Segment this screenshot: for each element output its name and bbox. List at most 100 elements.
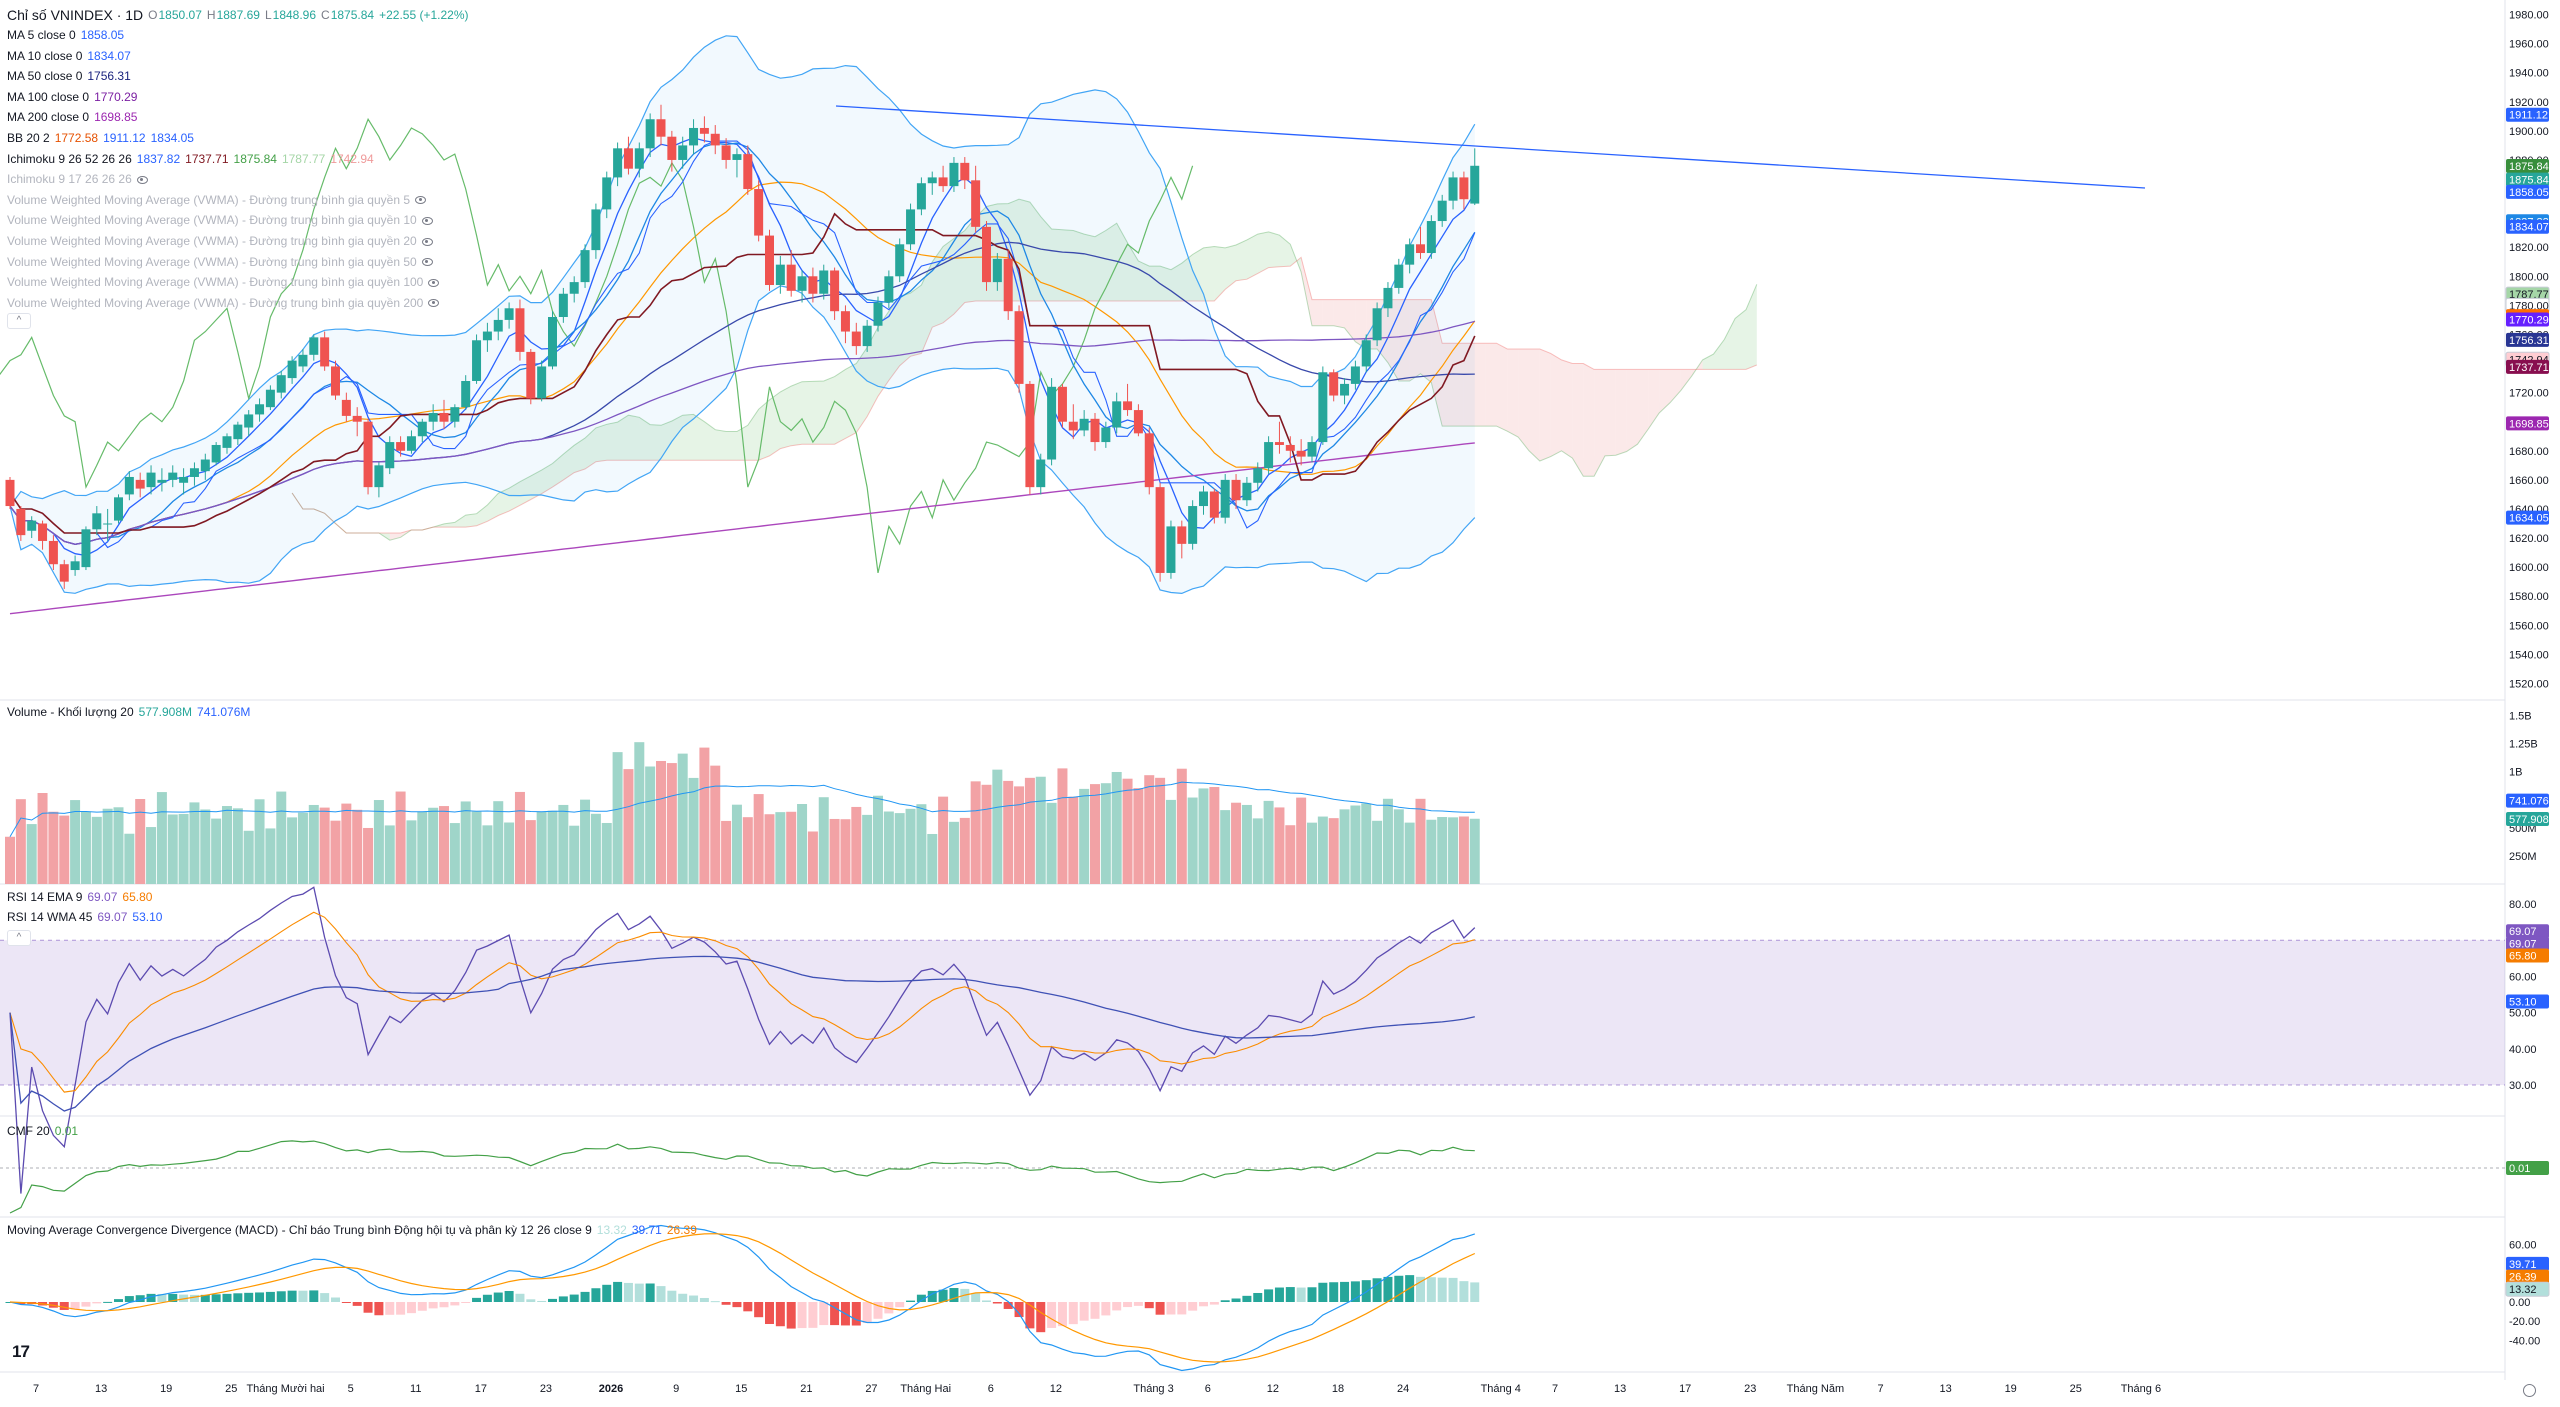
- macd-value-signal: 26.39: [666, 1223, 697, 1237]
- volume-bar: [590, 813, 601, 884]
- candle-body: [960, 162, 970, 181]
- price-tick-label: 1900.00: [2509, 126, 2549, 138]
- volume-bar: [189, 802, 200, 884]
- candle-body: [678, 145, 688, 160]
- legend-row[interactable]: Volume Weighted Moving Average (VWMA) - …: [7, 296, 440, 311]
- ichimoku-cloud-segment: [1550, 353, 1562, 457]
- candle-body: [916, 183, 926, 210]
- legend-row[interactable]: Volume Weighted Moving Average (VWMA) - …: [7, 213, 433, 228]
- ichimoku-cloud-segment: [1507, 349, 1519, 437]
- macd-badge: [2505, 1281, 2550, 1297]
- volume-bar: [449, 823, 460, 884]
- macd-histogram-bar: [1264, 1289, 1274, 1302]
- eye-hidden-icon[interactable]: [136, 175, 148, 184]
- ichimoku-cloud-segment: [693, 414, 705, 461]
- candle-body: [710, 133, 720, 146]
- tradingview-logo[interactable]: 17: [12, 1342, 30, 1361]
- volume-legend: Volume - Khối lượng 20 577.908M 741.076M: [7, 705, 250, 720]
- volume-legend-value-1: 577.908M: [138, 705, 193, 719]
- legend-row[interactable]: Volume Weighted Moving Average (VWMA) - …: [7, 234, 433, 249]
- ichimoku-cloud-segment: [378, 533, 390, 541]
- candle-body: [1459, 177, 1469, 200]
- macd-histogram-bar: [971, 1293, 981, 1302]
- candle-body: [732, 154, 742, 160]
- legend-row[interactable]: MA 10 close 0 1834.07: [7, 49, 131, 64]
- macd-histogram-bar: [114, 1299, 123, 1302]
- price-badge-text: 1875.84: [2509, 161, 2549, 173]
- ichimoku-cloud-segment: [1149, 266, 1161, 301]
- legend-row[interactable]: BB 20 2 1772.58 1911.12 1834.05: [7, 131, 194, 146]
- macd-histogram-bar: [406, 1302, 416, 1314]
- eye-hidden-icon[interactable]: [421, 237, 433, 246]
- macd-histogram-bar: [667, 1290, 677, 1302]
- candle-body: [396, 442, 406, 451]
- eye-hidden-icon[interactable]: [415, 196, 427, 205]
- macd-histogram-bar: [992, 1302, 1002, 1304]
- ichimoku-cloud-segment: [1355, 299, 1367, 349]
- ichimoku-cloud-segment: [1409, 299, 1421, 381]
- candle-body: [1437, 200, 1447, 222]
- candle-body: [927, 177, 937, 184]
- clock-icon[interactable]: [2523, 1384, 2536, 1397]
- volume-tick-label: 1.5B: [2509, 710, 2532, 722]
- legend-row[interactable]: Volume Weighted Moving Average (VWMA) - …: [7, 193, 427, 208]
- rsi-badge: [2506, 994, 2549, 1009]
- legend-row[interactable]: Ichimoku 9 26 52 26 26 1837.82 1737.71 1875…: [7, 152, 374, 167]
- volume-bar: [200, 809, 211, 884]
- candle-body: [222, 436, 232, 448]
- macd-histogram-bar: [189, 1294, 199, 1302]
- legend-row[interactable]: Volume Weighted Moving Average (VWMA) - …: [7, 275, 440, 290]
- time-axis-label: 24: [1397, 1383, 1409, 1395]
- volume-bar: [1328, 818, 1339, 884]
- candle-body: [1047, 386, 1057, 460]
- ichimoku-cloud-segment: [1746, 284, 1757, 370]
- legend-row[interactable]: Ichimoku 9 17 26 26 26: [7, 172, 148, 187]
- candle-body: [255, 404, 265, 415]
- collapse-legend-button[interactable]: ^: [7, 313, 31, 329]
- legend-row[interactable]: MA 50 close 0 1756.31: [7, 69, 131, 84]
- volume-bar: [1014, 786, 1025, 884]
- volume-bar: [395, 791, 406, 884]
- volume-bar: [981, 784, 992, 884]
- macd-histogram-bar: [1307, 1287, 1317, 1302]
- ichimoku-cloud-segment: [845, 363, 857, 439]
- candle-body: [385, 442, 395, 469]
- candle-body: [439, 412, 449, 422]
- rsi-ema-legend: RSI 14 EMA 9 69.07 65.80: [7, 890, 152, 905]
- eye-hidden-icon[interactable]: [421, 258, 433, 267]
- volume-bar: [873, 795, 883, 884]
- ichimoku-cloud-segment: [1594, 369, 1605, 477]
- ichimoku-cloud-segment: [520, 475, 531, 506]
- price-tick-label: 1980.00: [2509, 10, 2549, 22]
- candle-body: [189, 468, 199, 477]
- time-axis-label: Tháng 6: [2121, 1383, 2161, 1395]
- volume-bar: [1187, 797, 1198, 884]
- collapse-rsi-legend-button[interactable]: ^: [7, 930, 31, 946]
- eye-hidden-icon[interactable]: [428, 299, 440, 308]
- volume-badge: [2506, 793, 2549, 808]
- volume-bar: [37, 793, 48, 884]
- legend-row[interactable]: MA 200 close 0 1698.85: [7, 110, 137, 125]
- legend-label: Volume Weighted Moving Average (VWMA) - …: [7, 254, 417, 269]
- eye-hidden-icon[interactable]: [421, 216, 433, 225]
- legend-row[interactable]: MA 100 close 0 1770.29: [7, 90, 137, 105]
- macd-badge: [2506, 1256, 2549, 1271]
- time-axis-label: 21: [800, 1383, 812, 1395]
- volume-bar: [135, 799, 146, 884]
- eye-hidden-icon[interactable]: [428, 278, 440, 287]
- legend-row[interactable]: MA 5 close 0 1858.05: [7, 28, 124, 43]
- volume-bar: [948, 821, 959, 884]
- candle-body: [634, 148, 644, 169]
- macd-histogram-bar: [1057, 1302, 1067, 1327]
- ichimoku-cloud-segment: [899, 293, 911, 366]
- macd-histogram-bar: [1166, 1302, 1176, 1315]
- legend-label: Ichimoku 9 17 26 26 26: [7, 172, 132, 187]
- candle-body: [797, 276, 807, 291]
- ichimoku-cloud-segment: [487, 493, 499, 522]
- candle-body: [48, 540, 58, 565]
- ichimoku-cloud-segment: [1322, 299, 1334, 326]
- candle-body: [92, 513, 102, 530]
- legend-row[interactable]: Volume Weighted Moving Average (VWMA) - …: [7, 255, 433, 270]
- macd-badge-text: 39.71: [2509, 1259, 2537, 1271]
